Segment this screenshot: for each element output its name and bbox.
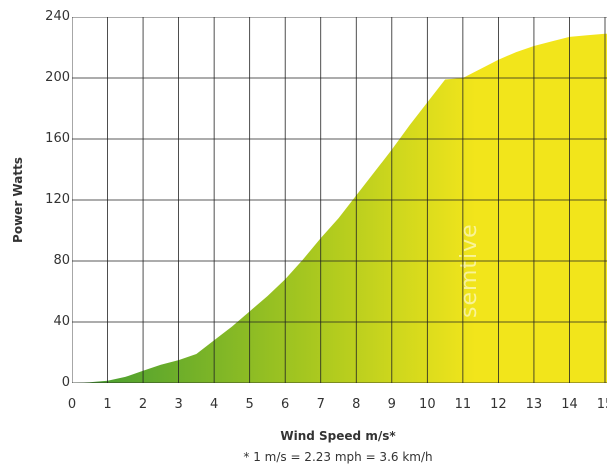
x-tick-label: 14 bbox=[561, 397, 578, 412]
y-tick-label: 0 bbox=[62, 375, 70, 390]
x-tick-label: 6 bbox=[281, 397, 289, 412]
unit-footnote: * 1 m/s = 2.23 mph = 3.6 km/h bbox=[243, 450, 432, 464]
x-tick-label: 13 bbox=[526, 397, 543, 412]
x-tick-label: 7 bbox=[317, 397, 325, 412]
x-tick-label: 4 bbox=[210, 397, 218, 412]
y-tick-label: 200 bbox=[45, 70, 70, 85]
brand-watermark: semtive bbox=[457, 223, 482, 318]
x-tick-label: 11 bbox=[455, 397, 472, 412]
y-tick-label: 40 bbox=[53, 314, 70, 329]
x-tick-label: 5 bbox=[246, 397, 254, 412]
x-axis-ticks: 0123456789101112131415 bbox=[68, 397, 607, 412]
y-tick-label: 160 bbox=[45, 131, 70, 146]
x-tick-label: 2 bbox=[139, 397, 147, 412]
x-tick-label: 3 bbox=[174, 397, 182, 412]
x-tick-label: 0 bbox=[68, 397, 76, 412]
grid bbox=[72, 17, 607, 383]
y-tick-label: 240 bbox=[45, 9, 70, 24]
y-tick-label: 120 bbox=[45, 192, 70, 207]
x-tick-label: 15 bbox=[597, 397, 607, 412]
x-tick-label: 1 bbox=[103, 397, 111, 412]
plot-area: semtive bbox=[72, 17, 607, 383]
y-tick-label: 80 bbox=[53, 253, 70, 268]
x-tick-label: 9 bbox=[388, 397, 396, 412]
x-tick-label: 10 bbox=[419, 397, 436, 412]
power-curve-area bbox=[72, 33, 607, 383]
x-tick-label: 12 bbox=[490, 397, 507, 412]
x-axis-label: Wind Speed m/s* bbox=[280, 429, 396, 443]
y-axis-label: Power Watts bbox=[11, 157, 25, 243]
y-axis-ticks: 0 40 80 120 160 200 240 bbox=[45, 9, 70, 390]
x-tick-label: 8 bbox=[352, 397, 360, 412]
